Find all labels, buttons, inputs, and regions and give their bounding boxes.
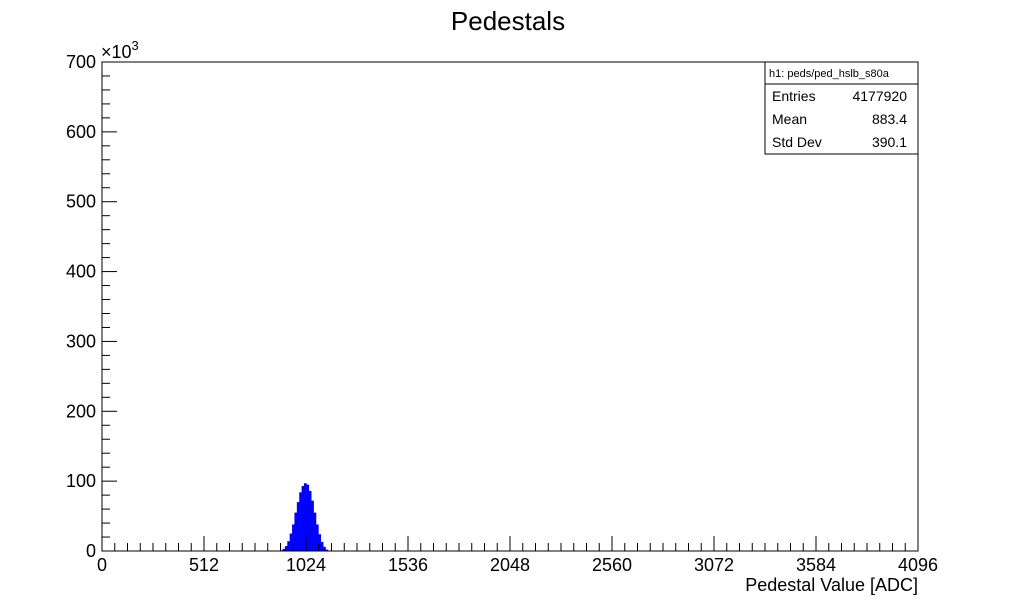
y-exponent-base: ×10 [101,42,132,62]
y-tick-label: 300 [66,331,96,351]
y-tick-label: 100 [66,471,96,491]
stats-mean-label: Mean [772,111,807,127]
y-tick-label: 0 [86,541,96,561]
x-tick-label: 1536 [388,555,428,575]
histogram-bar [306,484,310,551]
x-tick-label: 0 [97,555,107,575]
axes: 0 512 1024 1536 2048 2560 3072 3584 4096 0 100 200 3… [66,52,938,575]
x-tick-label: 2560 [592,555,632,575]
stats-stddev-value: 390.1 [872,134,907,150]
x-tick-label: 2048 [490,555,530,575]
x-tick-label: 1024 [286,555,326,575]
stats-entries-label: Entries [772,88,816,104]
histogram-bar [318,534,322,551]
histogram-bar [308,490,312,551]
stats-stddev-label: Std Dev [772,134,822,150]
x-tick-label: 3584 [796,555,836,575]
y-tick-label: 600 [66,122,96,142]
stats-mean-value: 883.4 [872,111,907,127]
histogram-bar [313,512,317,551]
histogram-bar [323,546,326,551]
x-axis-title: Pedestal Value [ADC] [745,575,918,595]
x-tick-label: 3072 [694,555,734,575]
stats-entries-value: 4177920 [852,88,907,104]
histogram-bar [320,541,324,551]
histogram-bar [311,500,314,551]
stats-histogram-name: h1: peds/ped_hslb_s80a [769,68,890,80]
histogram-bar [325,549,329,551]
stats-box: h1: peds/ped_hslb_s80a Entries 4177920 M… [764,61,919,155]
histogram-bar [289,533,293,551]
histogram-bar [304,483,307,551]
histogram-bar [296,502,300,551]
y-exponent-label: ×103 [101,38,139,62]
y-tick-label: 400 [66,262,96,282]
histogram-bar [287,541,290,551]
histogram-bar [299,492,302,551]
histogram-bar [315,524,319,551]
x-tick-label: 4096 [898,555,938,575]
histogram-bars [280,483,329,551]
y-tick-label: 700 [66,52,96,72]
y-tick-label: 200 [66,401,96,421]
y-tick-label: 500 [66,192,96,212]
chart-title: Pedestals [451,6,565,36]
histogram-bar [284,546,288,551]
y-exponent-power: 3 [132,38,139,53]
histogram-bar [301,486,305,551]
histogram-bar [282,548,286,551]
x-tick-label: 512 [189,555,219,575]
histogram-bar [292,524,295,551]
histogram-bar [294,512,298,551]
